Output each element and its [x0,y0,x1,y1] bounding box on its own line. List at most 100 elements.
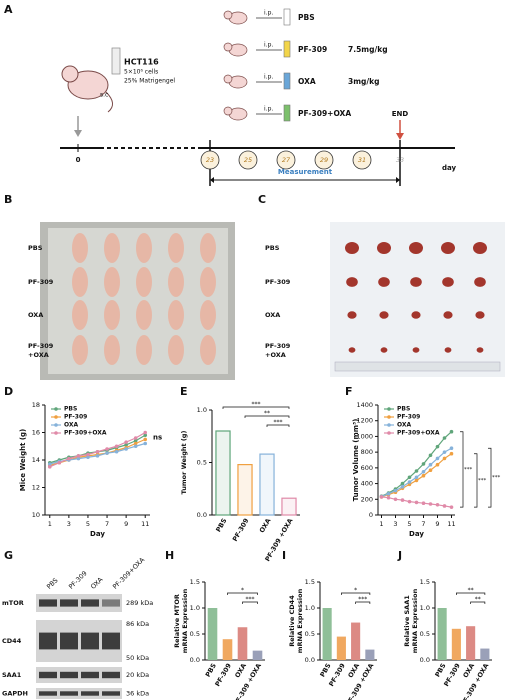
y-tick-label: 18 [32,401,40,409]
band [102,599,120,607]
x-tick-label: 1 [379,520,383,528]
day-circle [238,150,258,170]
x-tick-label: 9 [435,520,439,528]
x-tick-label: PBS [433,662,447,679]
point [414,478,419,483]
group-name: OXA [298,77,316,86]
bracket [341,592,371,595]
mouse [72,267,88,297]
bar [259,453,275,516]
point [95,449,100,454]
point [421,501,426,506]
tumor [475,311,485,319]
protein-name: GAPDH [2,690,28,698]
legend-label: PBS [397,406,410,413]
day-label: 27 [282,156,291,164]
mouse [104,267,120,297]
group-mouse-head [223,10,233,20]
panel-label: I [282,549,286,562]
point [76,456,81,461]
band [81,671,99,679]
x-tick-label: PF-309 [231,517,251,543]
point [435,462,440,467]
start-day: 0 [76,156,81,164]
annotation: *** [246,596,255,603]
day-unit: day [442,164,457,172]
y-tick-label: 1.0 [420,604,430,612]
panel-label: D [4,385,13,398]
day-circle [352,150,372,170]
blot [36,688,122,699]
annotation: * [354,587,357,594]
point [421,462,426,466]
tumor [345,242,359,254]
group-mouse-head [223,74,233,84]
mouse [136,335,152,365]
tumor [410,277,422,287]
tumor [409,242,423,254]
group-dose: 7.5mg/kg [348,45,388,54]
row-label: OXA [265,311,280,319]
band [81,691,99,696]
tumor [443,311,453,319]
point [414,469,419,473]
measurement: Measurement [278,168,333,176]
x-tick-label: 5 [86,520,90,528]
band [81,632,99,650]
band [39,671,57,679]
y-tick-label: 1.0 [197,406,207,414]
bar [252,650,263,660]
legend-marker [54,407,58,411]
mouse [200,300,216,330]
point [414,500,419,505]
panel-label: G [4,549,13,562]
lane-label: PF-309 [67,569,89,591]
point [114,449,119,454]
point [124,443,128,447]
annotation: *** [252,401,261,408]
y-tick-label: 1400 [356,401,373,409]
x-tick-label: OXA [233,662,248,679]
y-tick-label: 0.5 [305,630,315,638]
row-label: PF-309 [28,342,54,350]
day-label: 23 [206,156,214,164]
band [102,691,120,696]
annotation: ** [264,410,270,417]
size-label: 50 kDa [126,654,149,662]
day-label: 33 [396,156,404,164]
bar [351,622,361,660]
x-axis-label: Day [409,530,424,538]
tumor [444,347,452,353]
point [400,498,405,502]
point [400,484,405,489]
tumor [412,347,420,353]
annotation: ns [153,434,162,442]
syringe [283,8,291,26]
cell-line: HCT116 [124,58,159,67]
legend-marker [54,423,58,427]
tumor [378,277,390,287]
mouse [136,267,152,297]
point [449,429,454,434]
panel-label: F [345,385,353,398]
mouse [136,300,152,330]
point [407,480,412,484]
y-tick-label: 0 [369,511,373,519]
panel-label: J [397,549,402,562]
size-label: 20 kDa [126,671,149,679]
syringe [283,104,291,122]
point [442,504,447,508]
legend-label: PBS [64,406,77,413]
legend-marker [54,431,58,435]
bar [237,464,253,516]
panel-label: A [4,3,13,16]
x-tick-label: 11 [447,520,455,528]
band [60,671,78,679]
mouse [104,233,120,263]
legend-marker [387,407,391,411]
x-tick-label: PBS [204,662,218,679]
point [105,451,109,455]
legend-label: PF-309+OXA [397,430,440,437]
row-label: PF-309 [265,278,291,286]
point [386,495,391,500]
